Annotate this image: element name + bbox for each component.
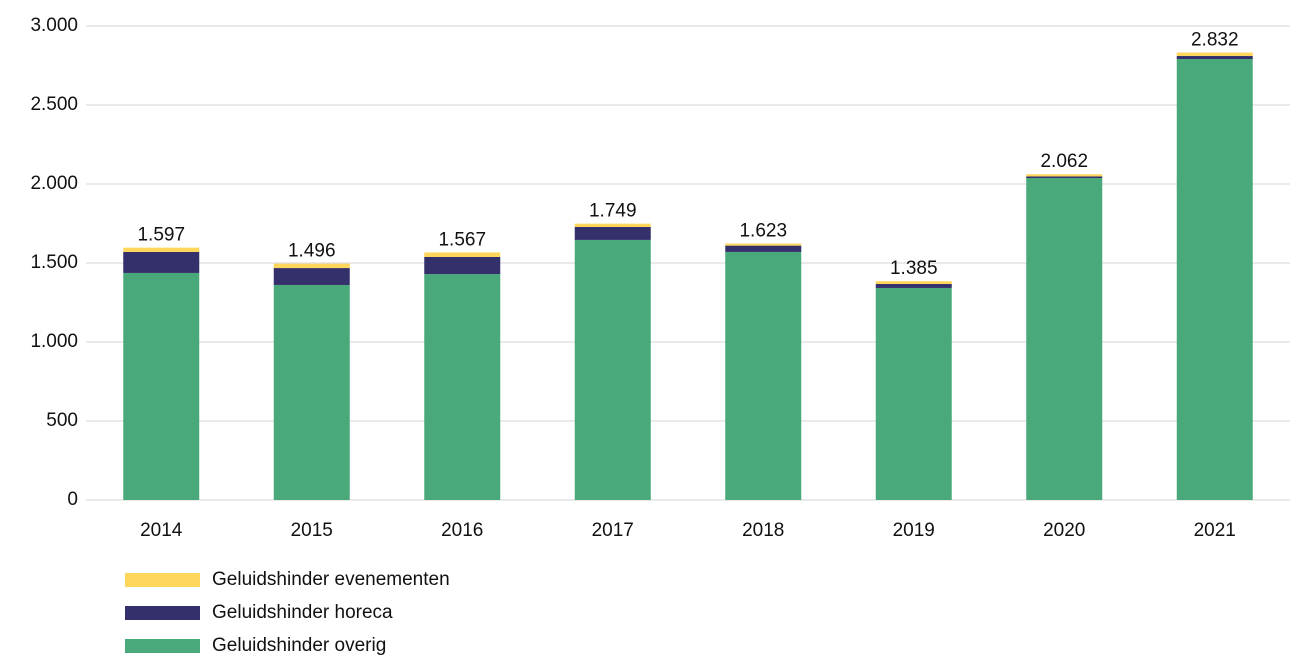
- total-label: 2.832: [1191, 30, 1239, 51]
- bar-segment: [123, 251, 200, 273]
- total-label: 1.385: [890, 258, 938, 279]
- x-tick-label: 2016: [441, 520, 483, 541]
- bar-segment: [574, 226, 651, 240]
- bar-segment: [1176, 59, 1253, 500]
- x-tick-label: 2017: [592, 520, 634, 541]
- bar-segment: [123, 272, 200, 500]
- y-tick-label: 2.000: [30, 173, 78, 194]
- bar-segment: [424, 252, 501, 257]
- bar-segment: [1026, 176, 1103, 178]
- legend-label: Geluidshinder evenementen: [212, 569, 450, 590]
- bar-segment: [574, 223, 651, 227]
- bar-segment: [273, 268, 350, 285]
- bar-segment: [725, 245, 802, 252]
- bar-segment: [123, 247, 200, 252]
- total-label: 1.496: [288, 241, 336, 262]
- bar-segment: [424, 256, 501, 275]
- legend-swatch: [125, 606, 200, 620]
- bar-segment: [875, 287, 952, 500]
- total-label: 1.597: [137, 225, 185, 246]
- bar-segment: [574, 239, 651, 500]
- legend-label: Geluidshinder overig: [212, 635, 386, 656]
- total-label: 1.623: [739, 221, 787, 242]
- bar-segment: [1026, 174, 1103, 177]
- total-label: 1.567: [438, 229, 486, 250]
- x-tick-label: 2019: [893, 520, 935, 541]
- bar-segment: [875, 284, 952, 288]
- bar-segment: [725, 251, 802, 500]
- bar-segment: [273, 284, 350, 500]
- x-tick-label: 2021: [1194, 520, 1236, 541]
- bar-segment: [875, 281, 952, 285]
- x-tick-label: 2014: [140, 520, 183, 541]
- bar-segment: [1026, 177, 1103, 500]
- bar-segment: [1176, 52, 1253, 57]
- bar-segment: [273, 263, 350, 269]
- y-tick-label: 2.500: [30, 94, 78, 115]
- y-tick-label: 1.000: [30, 331, 78, 352]
- y-tick-label: 0: [67, 489, 78, 510]
- y-tick-label: 3.000: [30, 15, 78, 36]
- legend-swatch: [125, 639, 200, 653]
- total-label: 1.749: [589, 201, 637, 222]
- x-tick-label: 2018: [742, 520, 784, 541]
- legend-label: Geluidshinder horeca: [212, 602, 393, 623]
- bar-segment: [1176, 56, 1253, 60]
- x-tick-label: 2020: [1043, 520, 1085, 541]
- bar-segment: [424, 274, 501, 500]
- bar-segment: [725, 243, 802, 246]
- legend-swatch: [125, 573, 200, 587]
- y-tick-label: 1.500: [30, 252, 78, 273]
- total-label: 2.062: [1040, 151, 1088, 172]
- y-tick-label: 500: [46, 410, 78, 431]
- x-tick-label: 2015: [291, 520, 333, 541]
